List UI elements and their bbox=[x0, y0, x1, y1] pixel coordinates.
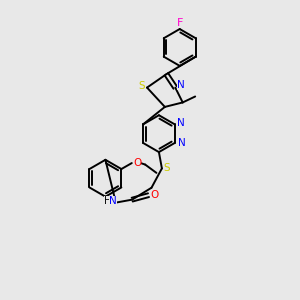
Text: H: H bbox=[104, 196, 112, 206]
Text: O: O bbox=[150, 190, 159, 200]
Text: N: N bbox=[177, 80, 184, 90]
Text: F: F bbox=[176, 18, 183, 28]
Text: N: N bbox=[178, 138, 185, 148]
Text: N: N bbox=[177, 118, 185, 128]
Text: O: O bbox=[133, 158, 141, 168]
Text: N: N bbox=[109, 196, 117, 206]
Text: S: S bbox=[138, 81, 145, 91]
Text: S: S bbox=[164, 164, 170, 173]
